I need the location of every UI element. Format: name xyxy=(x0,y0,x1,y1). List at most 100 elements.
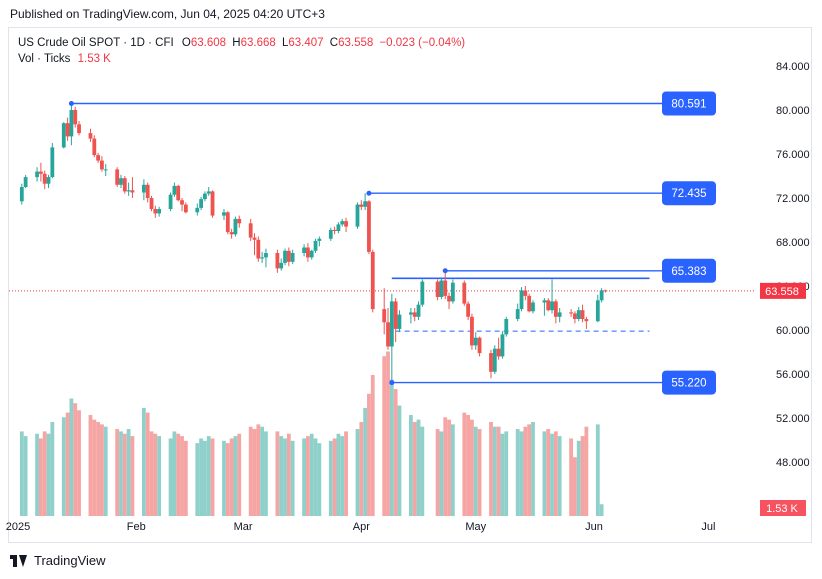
candle-body xyxy=(386,322,390,347)
volume-bar xyxy=(172,431,177,516)
volume-bar xyxy=(519,431,524,516)
candle-body xyxy=(523,290,528,296)
candle-body xyxy=(302,247,306,253)
candle-body xyxy=(443,280,448,296)
candle-body xyxy=(42,173,47,184)
price-level-label: 72.435 xyxy=(671,188,706,200)
level-anchor-point[interactable] xyxy=(389,380,395,386)
volume-bar xyxy=(35,433,39,516)
price-level-label-box[interactable] xyxy=(662,91,716,116)
candle-body xyxy=(420,281,425,305)
candle-body xyxy=(367,201,371,252)
candle-body xyxy=(355,204,360,227)
candle-body xyxy=(145,184,150,198)
candle-body xyxy=(19,187,24,202)
volume-bar xyxy=(363,407,368,516)
candle-body xyxy=(447,295,451,302)
volume-bar xyxy=(50,422,55,516)
price-level-label-box[interactable] xyxy=(662,370,716,395)
chart-legend: US Crude Oil SPOT · 1D · CFI O63.608 H63… xyxy=(18,35,465,67)
candle-body xyxy=(248,223,253,238)
legend-volume-label[interactable]: Vol · Ticks xyxy=(18,53,71,65)
footer-brand[interactable]: TradingView xyxy=(34,553,106,568)
level-anchor-point[interactable] xyxy=(366,190,372,196)
time-tick-label: 2025 xyxy=(6,521,30,533)
candle-body xyxy=(88,133,93,139)
volume-bar xyxy=(496,426,501,516)
candle-body xyxy=(492,348,497,372)
last-volume-badge xyxy=(760,500,806,516)
volume-bar xyxy=(470,419,474,516)
legend-high: 63.668 xyxy=(240,37,276,49)
volume-bar xyxy=(195,443,200,516)
candle-body xyxy=(46,177,51,184)
candle-body xyxy=(531,302,535,312)
level-anchor-point[interactable] xyxy=(68,100,74,106)
candle-body xyxy=(515,309,520,319)
volume-bar xyxy=(286,433,291,516)
candle-body xyxy=(542,300,547,303)
candle-body xyxy=(527,295,532,312)
volume-bar xyxy=(550,433,554,516)
candle-body xyxy=(35,171,39,178)
candle-body xyxy=(306,247,310,258)
candle-body xyxy=(412,312,417,317)
volume-bar xyxy=(69,398,74,516)
legend-volume-row: Vol · Ticks 1.53 K xyxy=(18,51,465,67)
price-level-label-box[interactable] xyxy=(662,181,716,206)
volume-bar xyxy=(302,438,306,516)
volume-bar xyxy=(225,443,230,516)
volume-bar xyxy=(73,403,78,516)
time-tick-label: Apr xyxy=(353,521,370,533)
volume-bar xyxy=(370,375,375,516)
footer: TradingView xyxy=(10,553,106,568)
candle-body xyxy=(435,281,440,297)
volume-bar xyxy=(344,431,348,516)
candle-body xyxy=(279,262,284,269)
volume-bar xyxy=(180,436,184,516)
candle-body xyxy=(149,198,154,209)
price-tick-label: 48.000 xyxy=(776,457,810,469)
volume-bar xyxy=(65,412,70,516)
volume-bar xyxy=(130,436,135,516)
candle-body xyxy=(450,282,455,302)
volume-bar xyxy=(183,440,188,516)
volume-bar xyxy=(46,433,51,516)
published-note: Published on TradingView.com, Jun 04, 20… xyxy=(10,7,325,21)
candle-body xyxy=(92,138,97,156)
volume-bar xyxy=(61,417,66,516)
candle-body xyxy=(309,250,314,258)
volume-bar xyxy=(77,410,81,516)
legend-symbol[interactable]: US Crude Oil SPOT · 1D · CFI xyxy=(18,37,174,49)
candle-body xyxy=(286,250,291,262)
candle-body xyxy=(290,253,295,262)
candle-body xyxy=(38,171,43,174)
price-level-label-box[interactable] xyxy=(662,258,716,283)
candle-body xyxy=(256,239,261,259)
candle-body xyxy=(409,312,413,315)
volume-bar xyxy=(229,438,234,516)
candle-body xyxy=(23,177,28,187)
volume-bar xyxy=(149,431,154,516)
volume-bar xyxy=(38,438,43,516)
volume-bar xyxy=(313,438,318,516)
level-anchor-point[interactable] xyxy=(442,268,448,274)
price-tick-label: 56.000 xyxy=(776,369,810,381)
chart-frame[interactable] xyxy=(8,27,812,543)
candle-body xyxy=(477,337,482,354)
volume-bar xyxy=(416,419,421,516)
volume-bar xyxy=(553,431,558,516)
candle-body xyxy=(416,304,421,317)
candle-body xyxy=(103,169,108,171)
candle-body xyxy=(130,190,135,193)
candle-body xyxy=(126,190,131,192)
candle-body xyxy=(229,232,234,235)
candle-body xyxy=(576,310,581,319)
tradingview-logo-icon[interactable] xyxy=(10,554,28,567)
candle-body xyxy=(119,178,123,185)
volume-bar xyxy=(569,438,574,516)
legend-high-label: H xyxy=(232,37,241,49)
candle-body xyxy=(519,290,524,310)
legend-volume: 1.53 K xyxy=(77,53,111,65)
